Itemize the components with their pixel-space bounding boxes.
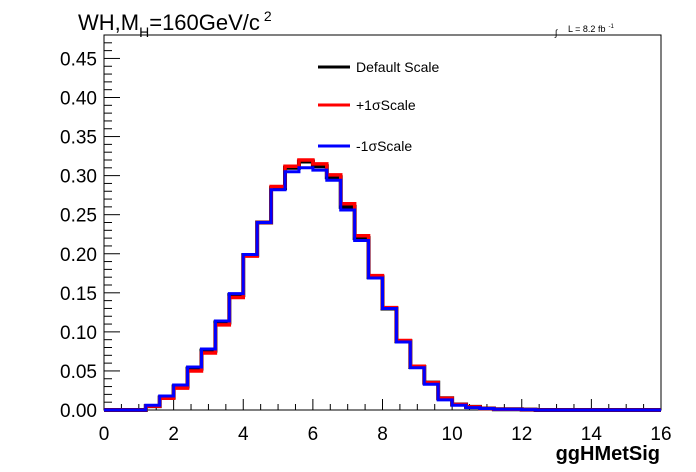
legend-label: -1σScale	[356, 138, 412, 154]
plot-frame	[103, 34, 662, 411]
title-subscript: H	[139, 24, 149, 40]
x-axis-label: ggHMetSig	[556, 443, 660, 465]
y-tick-label: 0.25	[60, 206, 97, 227]
x-tick-label: 4	[238, 424, 249, 445]
title-superscript: 2	[264, 8, 272, 24]
x-tick-label: 10	[442, 424, 463, 445]
y-tick-label: 0.45	[60, 49, 97, 70]
lumi-superscript: -1	[608, 24, 614, 30]
legend-label: Default Scale	[356, 59, 439, 75]
lumi-integral-sign: ∫	[554, 28, 559, 38]
legend: Default Scale +1σScale -1σScale	[318, 59, 439, 154]
y-axis: 0.00 0.05 0.10 0.15 0.20 0.25 0.30 0.35 0.40 0.45	[60, 34, 120, 422]
x-tick-label: 2	[168, 424, 179, 445]
y-tick-label: 0.15	[60, 284, 97, 305]
y-tick-label: 0.35	[60, 128, 97, 149]
x-tick-label: 12	[511, 424, 532, 445]
x-tick-label: 16	[650, 424, 671, 445]
title-prefix: WH,M	[78, 10, 139, 35]
y-tick-label: 0.30	[60, 167, 97, 188]
y-tick-label: 0.00	[60, 401, 97, 422]
chart-title: WH,MH=160GeV/c 2	[78, 8, 272, 40]
x-tick-label: 14	[581, 424, 603, 445]
title-mid: =160GeV/c	[149, 10, 260, 35]
lumi-text: L = 8.2 fb	[568, 24, 605, 34]
lumi-label: L = 8.2 fb -1	[568, 24, 614, 34]
x-tick-label: 6	[308, 424, 319, 445]
y-tick-label: 0.05	[60, 362, 97, 383]
x-tick-label: 0	[99, 424, 110, 445]
x-axis: 0 2 4 6 8 10 12 14 16	[99, 399, 672, 445]
y-tick-label: 0.20	[60, 245, 97, 266]
series-layer	[104, 158, 661, 412]
x-tick-label: 8	[377, 424, 388, 445]
legend-label: +1σScale	[356, 97, 416, 113]
y-tick-label: 0.10	[60, 323, 97, 344]
y-tick-label: 0.40	[60, 89, 97, 110]
series-line	[104, 166, 661, 412]
